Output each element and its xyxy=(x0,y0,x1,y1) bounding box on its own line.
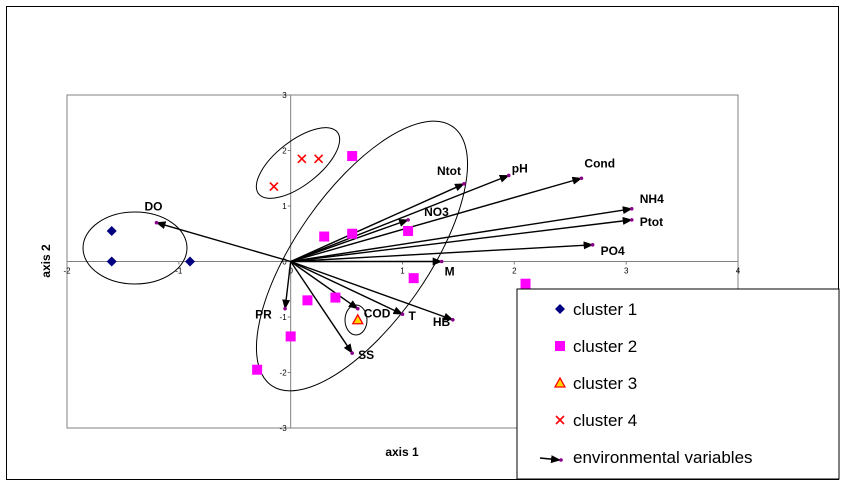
point-cluster-2-4 xyxy=(408,273,419,284)
legend-marker-cluster-1 xyxy=(555,304,565,314)
vector-label-ptot: Ptot xyxy=(640,215,663,229)
legend-label-cluster-4: cluster 4 xyxy=(573,411,637,430)
vector-label-nh4: NH4 xyxy=(640,192,664,206)
x-axis-title: axis 1 xyxy=(385,445,419,459)
vector-label-ph: pH xyxy=(512,161,528,175)
y-tick-label: -2 xyxy=(280,369,288,378)
point-cluster-2-1 xyxy=(319,231,330,242)
vector-label-m: M xyxy=(445,265,455,279)
point-cluster-2-3 xyxy=(403,225,414,236)
legend: cluster 1 cluster 2 cluster 3 cluster 4 envi… xyxy=(516,288,840,480)
vector-arrow-no3 xyxy=(290,219,410,263)
vector-label-hb: HB xyxy=(433,315,451,329)
point-cluster-2-9 xyxy=(252,364,263,375)
y-tick-label: 0 xyxy=(282,258,287,267)
point-cluster-4-0 xyxy=(297,154,307,164)
legend-label-cluster-2: cluster 2 xyxy=(573,337,637,356)
vector-arrow-cod xyxy=(290,260,359,310)
vector-arrow-nh4 xyxy=(290,206,633,263)
vector-arrow-ss xyxy=(290,261,353,354)
point-cluster-4-2 xyxy=(269,182,279,192)
x-tick-label: 1 xyxy=(400,267,405,276)
vector-tip-ss xyxy=(350,351,354,355)
vector-tip-cond xyxy=(579,176,584,181)
vector-label-no3: NO3 xyxy=(424,205,449,219)
vector-arrow-hb xyxy=(290,260,454,321)
vector-tip-po4 xyxy=(590,243,595,247)
legend-arrow-icon xyxy=(539,455,561,464)
x-tick-label: -2 xyxy=(63,267,71,276)
x-tick-label: 4 xyxy=(736,267,741,276)
x-tick-label: 0 xyxy=(288,267,293,276)
vector-tip-no3 xyxy=(406,218,410,222)
vector-arrow-t xyxy=(290,260,404,315)
vector-label-cond: Cond xyxy=(584,156,615,170)
vector-label-ntot: Ntot xyxy=(437,164,461,178)
x-stroke xyxy=(314,154,324,164)
vector-tip-ptot xyxy=(629,218,634,222)
cluster-4-ellipse xyxy=(255,127,341,199)
vector-arrow-ph xyxy=(290,174,510,263)
vector-arrow-pr xyxy=(282,261,292,310)
vector-tip-hb xyxy=(451,317,455,322)
legend-box xyxy=(516,288,840,480)
vector-label-cod: COD xyxy=(364,307,391,321)
vector-arrow-ntot xyxy=(290,183,465,263)
x-tick-label: 2 xyxy=(512,267,517,276)
point-cluster-1-0 xyxy=(106,225,117,236)
vector-label-ss: SS xyxy=(358,348,374,362)
vector-label-do: DO xyxy=(144,200,162,214)
point-cluster-2-2 xyxy=(347,228,358,239)
cluster-2-ellipse xyxy=(255,120,469,392)
point-cluster-2-0 xyxy=(347,151,358,162)
vector-tip-cod xyxy=(355,306,360,311)
vector-arrow-do xyxy=(155,221,291,263)
vector-label-t: T xyxy=(409,309,417,323)
legend-label-cluster-1: cluster 1 xyxy=(573,300,637,319)
legend-marker-cluster-3 xyxy=(553,376,567,388)
vector-label-pr: PR xyxy=(255,308,272,322)
y-tick-label: -3 xyxy=(280,424,288,433)
vector-tip-ph xyxy=(506,173,511,178)
x-stroke xyxy=(269,182,279,192)
vector-arrow-ptot xyxy=(290,216,633,263)
vector-tip-ntot xyxy=(462,182,466,186)
y-tick-label: -1 xyxy=(280,313,288,322)
vector-tip-t xyxy=(400,312,405,317)
y-axis-title: axis 2 xyxy=(39,244,53,278)
vector-arrow-po4 xyxy=(290,241,594,263)
point-cluster-2-5 xyxy=(520,278,531,289)
vector-tip-do xyxy=(154,220,159,225)
x-stroke xyxy=(297,154,307,164)
vector-arrow-cond xyxy=(290,176,583,263)
legend-marker-cluster-4 xyxy=(555,415,565,425)
legend-arrow-tip xyxy=(559,458,563,462)
point-cluster-2-7 xyxy=(330,292,341,303)
point-cluster-4-1 xyxy=(314,154,324,164)
cluster-1-ellipse xyxy=(82,211,188,285)
vector-tip-m xyxy=(439,259,444,264)
point-cluster-2-8 xyxy=(285,331,296,342)
x-tick-label: -1 xyxy=(175,267,183,276)
point-cluster-2-6 xyxy=(302,295,313,306)
point-cluster-1-1 xyxy=(106,256,117,267)
vector-tip-nh4 xyxy=(629,206,634,211)
point-cluster-3-0 xyxy=(351,313,364,325)
vector-tip-pr xyxy=(283,306,287,311)
vector-label-po4: PO4 xyxy=(601,244,625,258)
legend-label-environmental-variables: environmental variables xyxy=(573,448,753,467)
x-stroke xyxy=(555,415,565,425)
legend-marker-cluster-2 xyxy=(555,341,565,351)
y-tick-label: 3 xyxy=(282,91,287,100)
y-tick-label: 2 xyxy=(282,147,287,156)
point-cluster-1-2 xyxy=(185,256,196,267)
y-tick-label: 1 xyxy=(282,202,287,211)
x-tick-label: 3 xyxy=(624,267,629,276)
legend-label-cluster-3: cluster 3 xyxy=(573,374,637,393)
